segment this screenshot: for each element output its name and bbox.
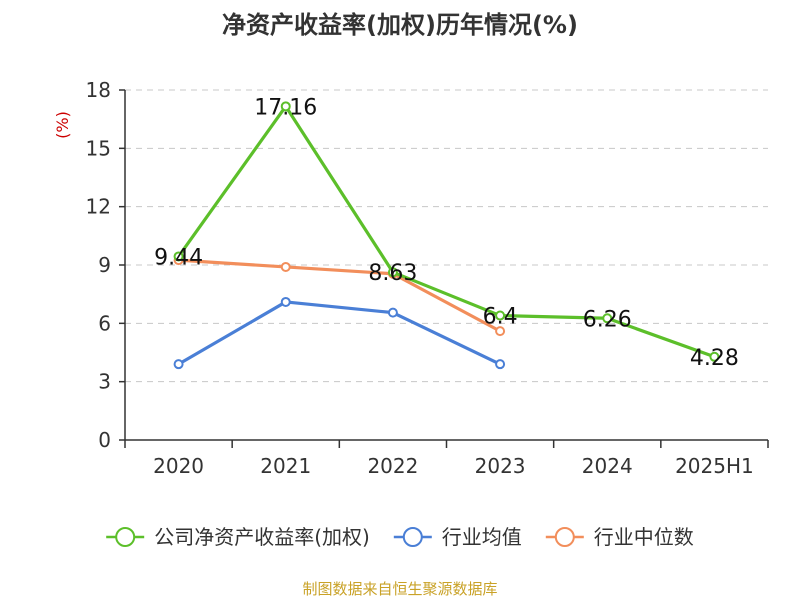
data-point (280, 101, 291, 112)
y-tick-label: 9 (98, 253, 111, 277)
legend-item: 行业中位数 (545, 525, 694, 549)
data-label: 4.28 (690, 346, 739, 371)
data-label: 6.4 (483, 305, 518, 330)
data-point (495, 310, 506, 321)
data-point (495, 359, 506, 370)
legend-marker-circle (115, 527, 136, 547)
data-label-layer: 9.44 17.16 8.63 6.4 6.26 4.28 (154, 95, 739, 370)
x-tick-label: 2024 (582, 454, 633, 478)
y-tick-label: 15 (86, 136, 111, 160)
y-tick-label: 18 (86, 78, 111, 102)
data-point (280, 296, 291, 307)
y-tick-label: 0 (98, 428, 111, 452)
legend-label: 公司净资产收益率(加权) (154, 525, 370, 549)
x-tick-label: 2020 (153, 454, 204, 478)
legend-label: 行业中位数 (594, 525, 694, 549)
data-point (173, 251, 184, 262)
legend-marker-circle (554, 527, 575, 547)
data-point (495, 326, 506, 337)
series-line (177, 300, 501, 366)
data-point (387, 267, 398, 278)
data-point (173, 359, 184, 370)
data-point (387, 307, 398, 318)
data-point (709, 351, 720, 362)
grid-layer (125, 89, 768, 383)
data-label: 17.16 (254, 95, 317, 120)
data-point (280, 261, 291, 272)
y-tick-label: 12 (86, 195, 111, 219)
chart-title: 净资产收益率(加权)历年情况(%) (222, 11, 578, 39)
x-tick-label: 2025H1 (675, 454, 754, 478)
data-label: 9.44 (154, 245, 203, 270)
y-tick-label: 3 (98, 370, 111, 394)
axis-layer: 0 3 6 9 12 15 18 2020 2021 2022 2023 2024 2025H1 (86, 78, 769, 478)
series-line (178, 258, 501, 333)
y-axis-unit-label: (%) (53, 111, 72, 139)
data-label: 6.26 (583, 307, 632, 332)
legend-marker-circle (402, 527, 423, 547)
legend: 公司净资产收益率(加权) 行业均值 行业中位数 (106, 525, 694, 549)
data-point (602, 313, 613, 324)
series-line (177, 104, 715, 359)
x-tick-label: 2023 (475, 454, 526, 478)
data-label: 8.63 (368, 261, 417, 286)
legend-item: 公司净资产收益率(加权) (106, 525, 370, 549)
x-tick-label: 2021 (260, 454, 311, 478)
series-layer (173, 101, 720, 370)
y-tick-label: 6 (98, 311, 111, 335)
legend-item: 行业均值 (393, 525, 522, 549)
legend-label: 行业均值 (442, 525, 522, 549)
data-source-note: 制图数据来自恒生聚源数据库 (302, 580, 497, 598)
x-tick-label: 2022 (367, 454, 418, 478)
